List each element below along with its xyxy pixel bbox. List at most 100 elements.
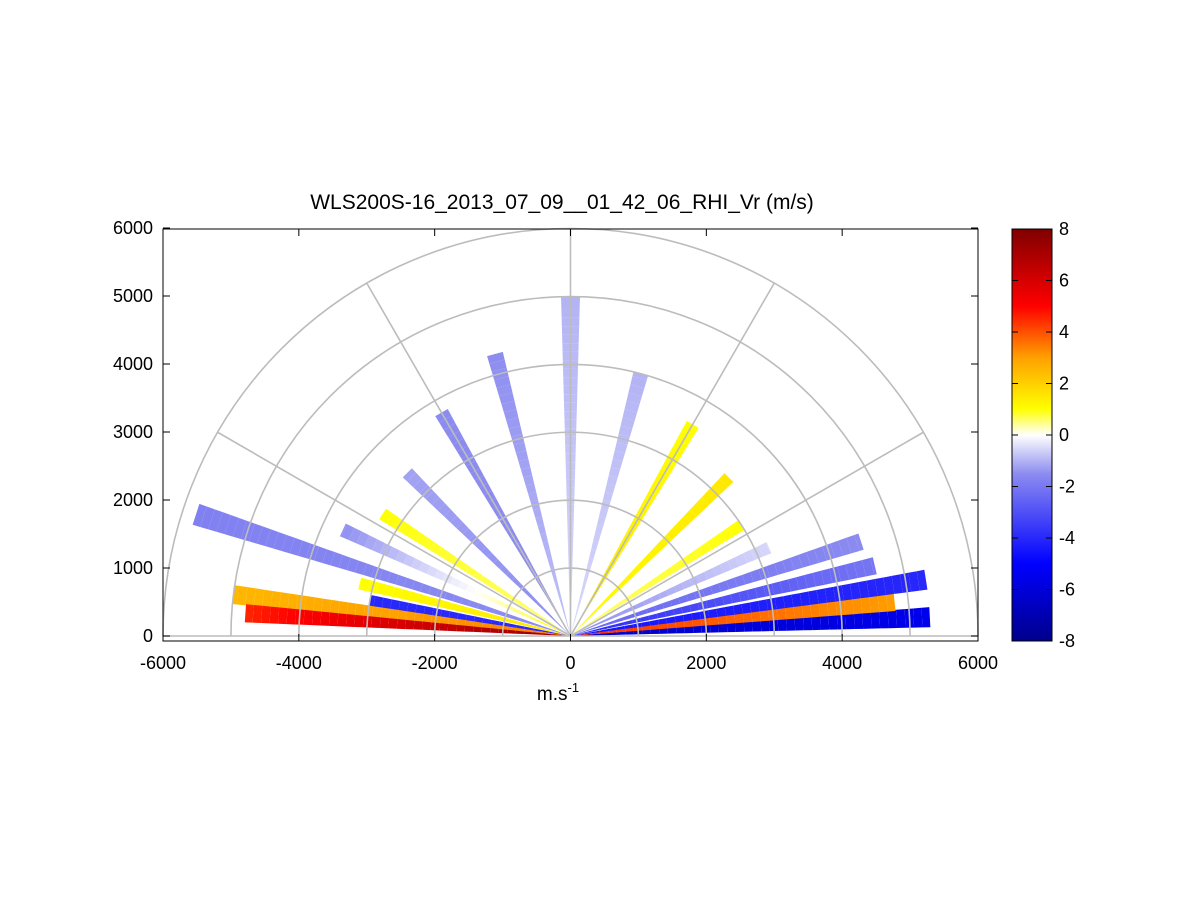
range-gate bbox=[710, 583, 722, 595]
range-gate bbox=[400, 589, 412, 601]
range-gate bbox=[538, 614, 547, 621]
range-gate bbox=[465, 614, 476, 622]
range-gate bbox=[487, 552, 498, 564]
range-gate bbox=[796, 575, 808, 590]
range-gate bbox=[806, 549, 819, 566]
range-gate bbox=[587, 557, 594, 568]
range-gate bbox=[642, 629, 651, 635]
range-gate bbox=[720, 527, 734, 541]
range-gate bbox=[786, 617, 796, 631]
range-gate bbox=[501, 400, 517, 413]
range-gate bbox=[564, 615, 568, 624]
range-gate bbox=[481, 622, 491, 629]
range-gate bbox=[248, 523, 263, 544]
range-gate bbox=[766, 563, 779, 578]
range-gate bbox=[666, 528, 679, 540]
range-gate bbox=[626, 392, 643, 405]
range-gate bbox=[338, 601, 349, 615]
range-gate bbox=[606, 620, 616, 626]
range-gate bbox=[838, 537, 852, 556]
range-gate bbox=[874, 577, 887, 597]
range-gate bbox=[520, 611, 529, 618]
x-axis: -6000 -4000 -2000 0 2000 4000 6000 bbox=[140, 229, 998, 673]
x-axis-label: m.s-1 bbox=[537, 680, 579, 705]
range-gate bbox=[866, 579, 878, 598]
range-gate bbox=[701, 491, 716, 505]
range-gate bbox=[749, 600, 760, 613]
range-gate bbox=[591, 633, 601, 636]
range-gate bbox=[596, 602, 605, 610]
beam-elev-13 bbox=[574, 557, 877, 636]
beam-elev-75 bbox=[571, 371, 649, 633]
x-tick-label: 4000 bbox=[822, 653, 862, 673]
range-gate bbox=[790, 554, 803, 571]
range-gate bbox=[443, 551, 456, 564]
range-gate bbox=[503, 409, 519, 421]
range-gate bbox=[460, 597, 471, 607]
x-tick-label: -2000 bbox=[412, 653, 458, 673]
range-gate bbox=[625, 571, 636, 581]
range-gate bbox=[614, 617, 624, 623]
range-gate bbox=[481, 546, 492, 558]
range-gate bbox=[405, 619, 415, 630]
range-gate bbox=[348, 527, 362, 544]
range-gate bbox=[245, 587, 256, 607]
range-gate bbox=[608, 629, 617, 634]
range-gate bbox=[650, 628, 660, 635]
range-gate bbox=[610, 458, 623, 470]
range-gate bbox=[388, 618, 398, 629]
range-gate bbox=[582, 633, 592, 636]
range-gate bbox=[261, 605, 271, 624]
range-gate bbox=[717, 615, 727, 625]
range-gate bbox=[599, 626, 608, 631]
range-gate bbox=[891, 574, 903, 594]
range-gate bbox=[814, 546, 827, 563]
range-gate bbox=[678, 594, 689, 604]
range-gate bbox=[643, 597, 653, 606]
range-gate bbox=[713, 478, 728, 494]
range-gate bbox=[472, 571, 484, 581]
range-gate bbox=[608, 589, 617, 599]
range-gate bbox=[612, 450, 626, 462]
range-gate bbox=[591, 630, 600, 634]
range-gate bbox=[450, 602, 461, 612]
range-gate bbox=[861, 557, 875, 577]
range-gate bbox=[774, 596, 786, 610]
range-gate bbox=[482, 618, 492, 625]
range-gate bbox=[402, 468, 417, 482]
range-gate bbox=[372, 606, 382, 619]
range-gate bbox=[689, 602, 700, 612]
range-gate bbox=[675, 620, 685, 628]
range-gate bbox=[523, 475, 535, 486]
range-gate bbox=[527, 615, 537, 621]
range-gate bbox=[708, 608, 718, 618]
range-gate bbox=[456, 624, 466, 632]
beam-elev-9 bbox=[574, 569, 928, 636]
range-gate bbox=[557, 590, 562, 600]
range-gate bbox=[750, 569, 762, 583]
range-gate bbox=[579, 620, 586, 628]
range-gate bbox=[607, 624, 617, 629]
range-gate bbox=[870, 557, 877, 575]
range-gate bbox=[493, 609, 503, 616]
range-gate bbox=[506, 417, 521, 429]
range-gate bbox=[474, 616, 484, 624]
range-gate bbox=[371, 539, 385, 554]
range-gate bbox=[777, 618, 787, 631]
range-gate bbox=[473, 621, 483, 628]
range-gate bbox=[689, 503, 703, 517]
range-gate bbox=[545, 549, 552, 559]
range-gate bbox=[608, 604, 618, 612]
range-gate bbox=[346, 557, 359, 573]
beam-elev-166 bbox=[358, 577, 567, 636]
range-gate bbox=[498, 392, 515, 405]
range-gate bbox=[760, 620, 770, 632]
range-gate bbox=[232, 517, 247, 539]
range-gate bbox=[709, 624, 719, 633]
range-gate bbox=[517, 617, 527, 623]
range-gate bbox=[555, 620, 562, 628]
range-gate bbox=[666, 616, 676, 624]
range-gate bbox=[475, 609, 485, 617]
x-tick-label: 2000 bbox=[686, 653, 726, 673]
range-gate bbox=[711, 564, 724, 577]
